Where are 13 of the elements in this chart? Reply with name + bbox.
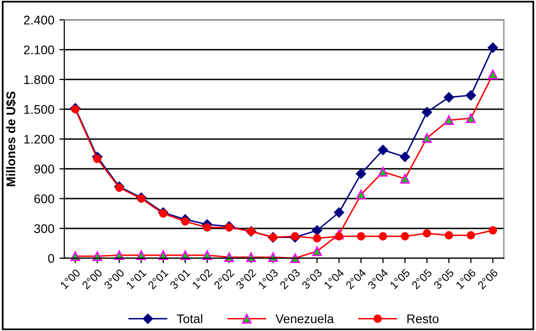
y-tick-label: 2.400 <box>24 16 54 25</box>
legend-label: Venezuela <box>276 314 334 324</box>
y-tick-label: 900 <box>34 164 54 174</box>
legend-label: Resto <box>407 314 439 324</box>
y-tick-label: 1.500 <box>24 105 54 114</box>
y-tick-label: 1.800 <box>24 75 54 84</box>
y-tick-label: 0 <box>48 254 54 263</box>
y-tick-label: 300 <box>34 224 54 234</box>
legend-label: Total <box>176 314 202 324</box>
y-axis-title: Millones de U$S <box>6 92 16 186</box>
y-tick-label: 600 <box>34 194 54 204</box>
y-tick-label: 2.100 <box>24 45 54 54</box>
y-tick-label: 1.200 <box>24 134 54 144</box>
